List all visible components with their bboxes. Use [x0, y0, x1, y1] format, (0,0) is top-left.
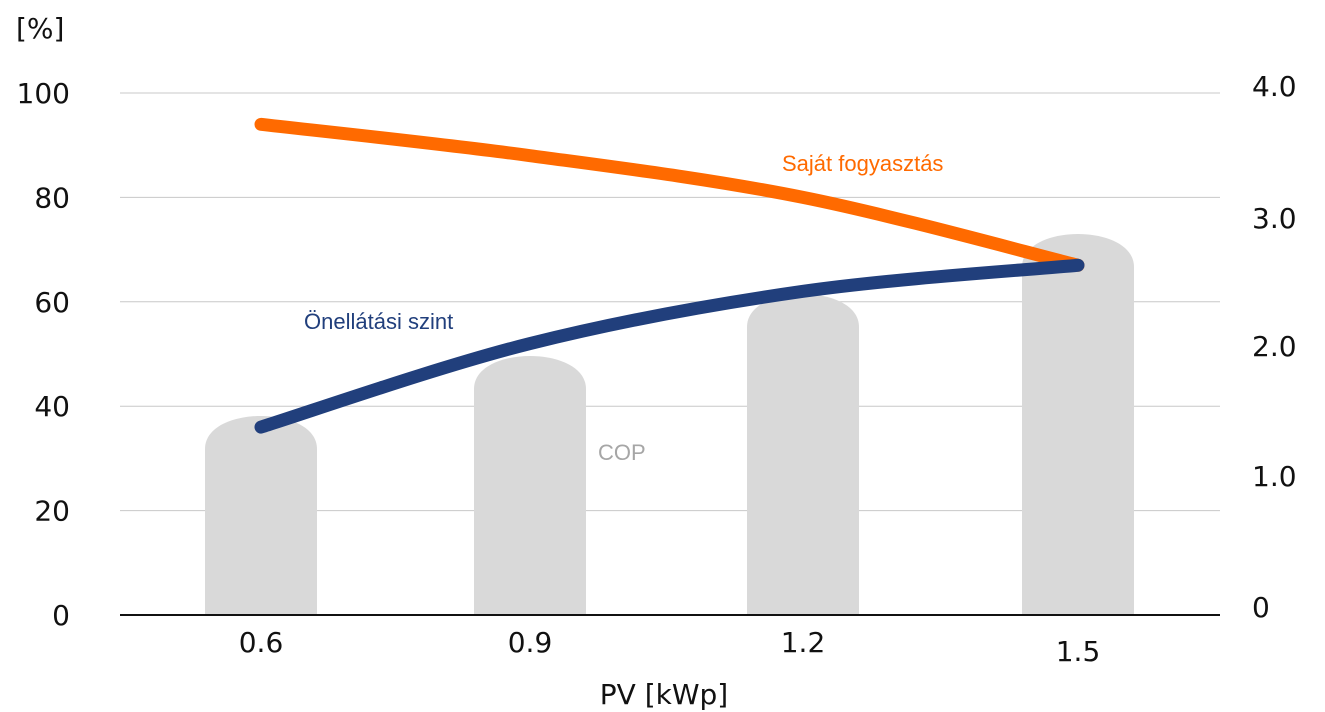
left-y-tick-40: 40	[34, 390, 70, 423]
x-tick-1.5: 1.5	[1056, 635, 1101, 668]
left-y-axis-label: [%]	[16, 12, 64, 45]
left-y-tick-20: 20	[34, 495, 70, 528]
right-y-tick-4.0: 4.0	[1252, 70, 1297, 103]
series-line-onellatasi-szint	[254, 258, 1085, 434]
series-labels: COP Saját fogyasztás Önellátási szint	[304, 151, 943, 465]
left-y-tick-100: 100	[17, 77, 70, 110]
left-y-tick-0: 0	[52, 599, 70, 632]
series-label-sajat-fogyasztas: Saját fogyasztás	[782, 151, 943, 176]
series-label-onellatasi-szint: Önellátási szint	[304, 309, 453, 334]
right-y-tick-labels: 0 1.0 2.0 3.0 4.0	[1252, 70, 1297, 624]
right-y-tick-1.0: 1.0	[1252, 460, 1297, 493]
cop-bar-0.9	[474, 356, 586, 615]
series-line-sajat-fogyasztas	[254, 117, 1085, 272]
right-y-tick-3.0: 3.0	[1252, 202, 1297, 235]
x-axis-label: PV [kWp]	[600, 678, 728, 711]
right-y-tick-0: 0	[1252, 591, 1270, 624]
cop-bars	[205, 234, 1134, 615]
x-tick-labels: 0.6 0.9 1.2 1.5	[239, 626, 1101, 668]
cop-bar-1.2	[747, 294, 859, 615]
x-tick-0.6: 0.6	[239, 626, 284, 659]
x-tick-1.2: 1.2	[781, 626, 826, 659]
left-y-tick-80: 80	[34, 181, 70, 214]
cop-bar-1.5	[1022, 234, 1134, 615]
left-y-tick-60: 60	[34, 286, 70, 319]
cop-bar-0.6	[205, 416, 317, 615]
x-tick-0.9: 0.9	[508, 626, 553, 659]
left-y-tick-labels: 0 20 40 60 80 100	[17, 77, 70, 632]
series-label-cop: COP	[598, 440, 646, 465]
right-y-tick-2.0: 2.0	[1252, 330, 1297, 363]
series-lines	[254, 117, 1085, 434]
